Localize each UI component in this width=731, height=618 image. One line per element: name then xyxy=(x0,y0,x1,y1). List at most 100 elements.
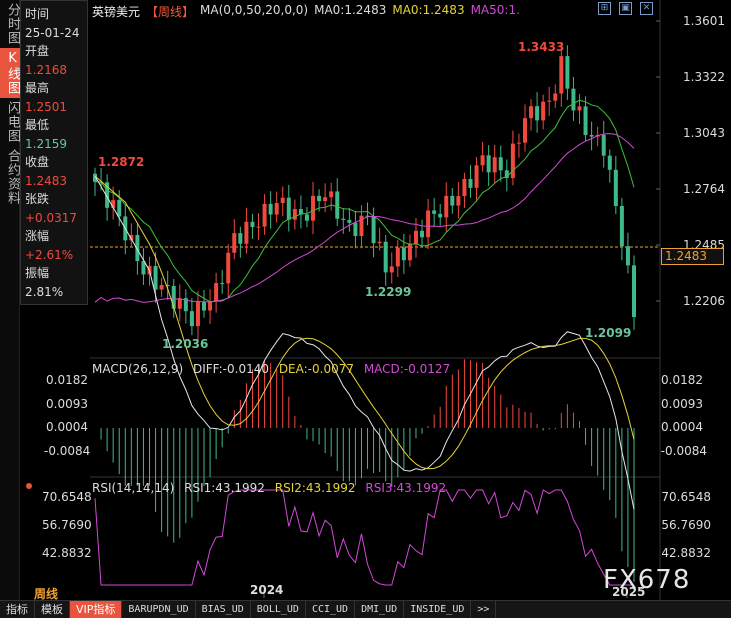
candle-body xyxy=(601,134,606,156)
macd-right-axis: 0.0093 xyxy=(661,397,703,411)
candle-body xyxy=(619,205,624,247)
amplitude-value: 2.81% xyxy=(25,284,64,299)
more-tabs-button[interactable]: >> xyxy=(471,601,497,618)
macd-histogram xyxy=(100,359,635,582)
rsi2-value: RSI2:43.1992 xyxy=(274,481,356,495)
x-axis-year-2025: 2025 xyxy=(612,585,646,599)
cci-tab[interactable]: CCI_UD xyxy=(306,601,356,618)
candle-body xyxy=(226,252,231,284)
candle-body xyxy=(189,311,194,327)
barupdn-tab[interactable]: BARUPDN_UD xyxy=(122,601,196,618)
expand-icon[interactable]: ▣ xyxy=(619,2,632,15)
candle-body xyxy=(244,221,249,244)
candle-body xyxy=(365,215,370,217)
boll-tab[interactable]: BOLL_UD xyxy=(251,601,306,618)
candle-body xyxy=(510,143,515,179)
ma50-value: MA50:1. xyxy=(470,3,520,17)
candle-body xyxy=(480,155,485,166)
candle-body xyxy=(407,243,412,261)
rsi-line xyxy=(94,489,634,586)
open-label: 开盘 xyxy=(25,44,50,58)
candle-body xyxy=(280,197,285,203)
candle-body xyxy=(547,100,552,102)
candle-body xyxy=(353,222,358,236)
price-axis-label: 1.2206 xyxy=(683,294,725,308)
macd-right-axis: -0.0084 xyxy=(660,444,707,458)
inside-tab[interactable]: INSIDE_UD xyxy=(404,601,472,618)
macd-title[interactable]: MACD(26,12,9) xyxy=(92,362,184,376)
candle-body xyxy=(389,266,394,273)
candle-body xyxy=(486,155,491,173)
close-icon[interactable]: ✕ xyxy=(640,2,653,15)
candle-body xyxy=(468,178,473,188)
ohlc-info-panel: 时间 25-01-24 开盘 1.2168 最高 1.2501 最低 1.215… xyxy=(20,0,88,305)
candle-body xyxy=(220,283,225,285)
chart-header: 英镑美元 【周线】 MA(0,0,50,20,0,0) MA0:1.2483 M… xyxy=(92,3,526,20)
tab-timeshare[interactable]: 分时图 xyxy=(5,3,20,45)
annotation-low-1: 1.2036 xyxy=(162,337,209,351)
ma20-line xyxy=(94,99,635,303)
indicator-toolbar: 指标 模板 VIP指标 BARUPDN_UD BIAS_UD BOLL_UD C… xyxy=(0,600,731,618)
low-value: 1.2159 xyxy=(25,136,67,151)
zoom-icon[interactable]: ⊞ xyxy=(598,2,611,15)
candle-body xyxy=(553,93,558,101)
open-value: 1.2168 xyxy=(25,62,67,77)
candle-body xyxy=(304,214,309,221)
price-axis-label: 1.3601 xyxy=(683,14,725,28)
tab-kline[interactable]: K线图 xyxy=(0,48,20,98)
left-view-tabs: 分时图 K线图 闪电图 合约资料 xyxy=(0,0,20,600)
candle-body xyxy=(613,169,618,206)
candle-body xyxy=(268,203,273,215)
tab-contract-info[interactable]: 合约资料 xyxy=(5,149,20,205)
candle-body xyxy=(516,142,521,144)
candle-body xyxy=(159,284,164,290)
rsi-right-axis: 42.8832 xyxy=(661,546,711,560)
candle-body xyxy=(311,195,316,221)
candle-body xyxy=(323,197,328,202)
candle-body xyxy=(183,298,188,312)
indicator-tab[interactable]: 指标 xyxy=(0,601,35,618)
candle-body xyxy=(577,106,582,111)
candle-body xyxy=(413,230,418,244)
template-tab[interactable]: 模板 xyxy=(35,601,70,618)
price-axis-label: 1.3043 xyxy=(683,126,725,140)
macd-right-axis: 0.0182 xyxy=(661,373,703,387)
candle-body xyxy=(377,241,382,244)
candle-body xyxy=(117,200,122,217)
candle-body xyxy=(153,265,158,290)
macd-left-axis: -0.0084 xyxy=(44,444,91,458)
candle-body xyxy=(232,233,237,253)
macd-diff: DIFF:-0.0140 xyxy=(192,362,269,376)
candle-body xyxy=(559,56,564,94)
ma0-value-a: MA0:1.2483 xyxy=(314,3,387,17)
vip-indicator-tab[interactable]: VIP指标 xyxy=(70,601,123,618)
rsi-right-axis: 70.6548 xyxy=(661,490,711,504)
candle-body xyxy=(401,247,406,261)
candle-body xyxy=(426,210,431,238)
candle-body xyxy=(335,191,340,219)
candle-body xyxy=(329,191,334,198)
close-label: 收盘 xyxy=(25,155,50,169)
ma-params[interactable]: MA(0,0,50,20,0,0) xyxy=(200,3,309,17)
annotation-left-high: 1.2872 xyxy=(98,155,145,169)
change-value: +0.0317 xyxy=(25,210,78,225)
candle-body xyxy=(498,157,503,171)
period-label[interactable]: 周线 xyxy=(34,587,59,601)
period-tag[interactable]: 【周线】 xyxy=(146,5,195,19)
diff-line xyxy=(94,175,635,510)
candle-body xyxy=(214,283,219,302)
bias-tab[interactable]: BIAS_UD xyxy=(196,601,251,618)
dmi-tab[interactable]: DMI_UD xyxy=(355,601,405,618)
candle-body xyxy=(565,56,570,89)
rsi-title[interactable]: RSI(14,14,14) xyxy=(92,481,175,495)
macd-left-axis: 0.0182 xyxy=(46,373,88,387)
current-price-tag: 1.2483 xyxy=(661,248,724,265)
tab-flash[interactable]: 闪电图 xyxy=(5,101,20,143)
candle-body xyxy=(462,178,467,197)
candle-body xyxy=(438,213,443,218)
candle-body xyxy=(395,247,400,267)
dea-line xyxy=(94,175,635,470)
candle-body xyxy=(571,88,576,111)
candle-body xyxy=(256,226,261,228)
